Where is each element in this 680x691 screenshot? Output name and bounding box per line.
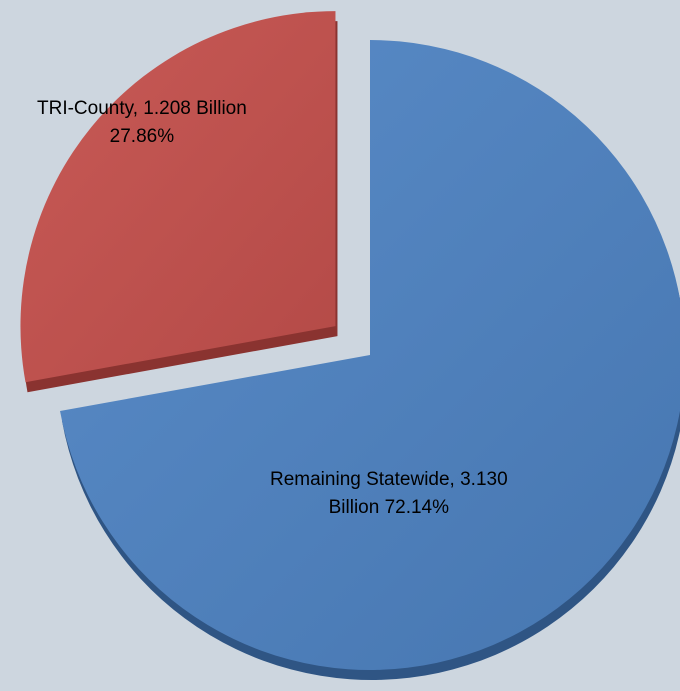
slice-label-line: 27.86% xyxy=(109,126,175,147)
slice-label-line: TRI-County, 1.208 Billion xyxy=(37,98,247,119)
slice-label-remaining-statewide: Remaining Statewide, 3.130 Billion 72.14… xyxy=(270,466,508,522)
slice-label-tri-county: TRI-County, 1.208 Billion 27.86% xyxy=(37,95,247,151)
pie-slice-remaining-statewide xyxy=(60,40,680,670)
pie-slice-tri-county xyxy=(20,11,336,383)
slice-label-line: Remaining Statewide, 3.130 xyxy=(270,469,508,490)
slice-label-line: Billion 72.14% xyxy=(328,497,450,518)
